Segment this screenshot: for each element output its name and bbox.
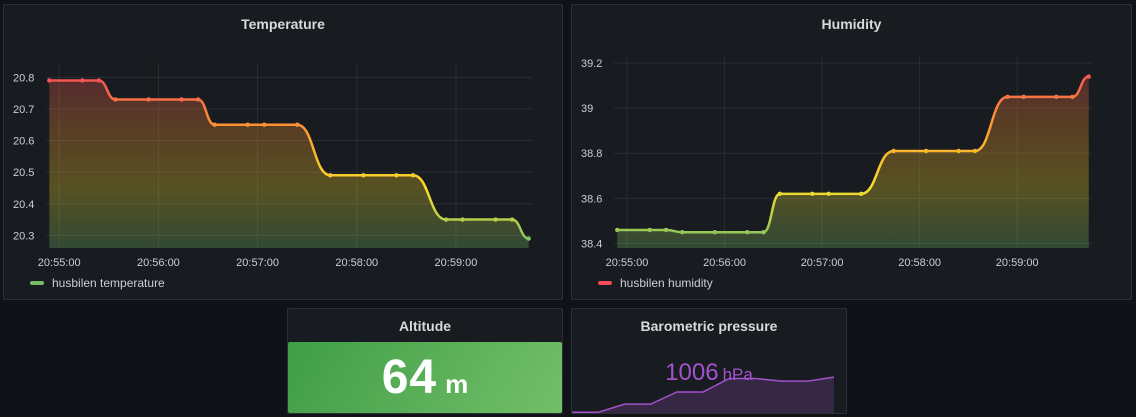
series-line[interactable] — [49, 79, 530, 240]
legend-swatch — [598, 281, 612, 285]
pressure-value: 1006 — [665, 359, 719, 386]
data-point[interactable] — [146, 97, 151, 102]
y-tick-label: 20.3 — [13, 230, 34, 242]
data-point[interactable] — [810, 191, 815, 197]
data-point[interactable] — [212, 122, 217, 127]
x-tick-label: 20:57:00 — [236, 257, 279, 269]
data-point[interactable] — [972, 148, 978, 154]
sparkline-line — [572, 376, 835, 413]
data-point[interactable] — [195, 97, 201, 102]
data-point[interactable] — [1054, 94, 1059, 100]
data-point[interactable] — [80, 78, 85, 83]
temperature-chart[interactable]: 20.3 20.4 20.5 20.6 20.7 20.8 20:55:00 20:56:00… — [4, 5, 563, 300]
data-point[interactable] — [712, 230, 718, 235]
data-point[interactable] — [245, 122, 250, 127]
data-point[interactable] — [361, 173, 366, 178]
altitude-stat: 64 m — [288, 342, 562, 413]
data-point[interactable] — [777, 191, 783, 197]
legend-swatch — [30, 281, 44, 285]
data-point[interactable] — [394, 173, 399, 178]
x-tick-label: 20:59:00 — [996, 257, 1039, 269]
y-tick-label: 39.2 — [581, 58, 602, 70]
x-tick-label: 20:58:00 — [335, 257, 378, 269]
data-point[interactable] — [956, 148, 961, 154]
x-tick-label: 20:56:00 — [703, 257, 746, 269]
data-point[interactable] — [1070, 94, 1075, 100]
legend-label: husbilen humidity — [620, 276, 713, 290]
y-tick-label: 38.4 — [581, 238, 602, 250]
data-point[interactable] — [47, 78, 52, 83]
data-point[interactable] — [493, 217, 498, 222]
x-tick-label: 20:57:00 — [801, 257, 844, 269]
legend-item[interactable]: husbilen temperature — [30, 276, 165, 290]
x-tick-label: 20:56:00 — [137, 257, 180, 269]
panel-title[interactable]: Humidity — [821, 16, 882, 32]
y-tick-label: 39 — [581, 103, 593, 115]
humidity-chart[interactable]: 38.4 38.6 38.8 39 39.2 20:55:00 20:56:00 20:57:… — [572, 5, 1132, 300]
legend-label: husbilen temperature — [52, 276, 165, 290]
y-tick-label: 20.6 — [13, 136, 34, 148]
pressure-sparkline — [572, 376, 835, 413]
x-tick-label: 20:59:00 — [435, 257, 478, 269]
data-point[interactable] — [328, 173, 333, 178]
data-point[interactable] — [1005, 94, 1010, 100]
altitude-unit: m — [445, 369, 469, 399]
data-point[interactable] — [663, 227, 669, 233]
panel-title[interactable]: Altitude — [398, 318, 452, 334]
data-point[interactable] — [647, 227, 652, 233]
y-tick-label: 20.5 — [13, 167, 34, 179]
data-point[interactable] — [680, 230, 685, 235]
pressure-panel: Barometric pressure 1006 hPa — [571, 308, 847, 414]
y-tick-label: 20.4 — [13, 199, 34, 211]
data-point[interactable] — [761, 230, 766, 235]
data-point[interactable] — [262, 122, 267, 127]
data-point[interactable] — [1021, 94, 1026, 100]
data-point[interactable] — [295, 122, 300, 127]
panel-title[interactable]: Temperature — [241, 16, 325, 32]
y-tick-label: 38.6 — [581, 193, 602, 205]
data-point[interactable] — [410, 173, 416, 178]
pressure-unit: hPa — [722, 365, 753, 384]
humidity-panel: Humidity 38.4 38.6 38.8 39 39.2 20:55:00 20:56… — [571, 4, 1132, 300]
data-point[interactable] — [96, 78, 102, 83]
temperature-panel: Temperature 20.3 20.4 20.5 20.6 20.7 20.8 20:5… — [3, 4, 563, 300]
legend-item[interactable]: husbilen humidity — [598, 276, 713, 290]
x-tick-label: 20:55:00 — [38, 257, 81, 269]
data-point[interactable] — [526, 236, 531, 241]
data-point[interactable] — [443, 217, 449, 222]
series-area — [617, 76, 1089, 248]
data-point[interactable] — [826, 191, 831, 197]
series-line[interactable] — [617, 75, 1090, 234]
altitude-panel: Altitude 64 m — [287, 308, 563, 414]
data-point[interactable] — [858, 191, 864, 197]
data-point[interactable] — [113, 97, 118, 102]
data-point[interactable] — [891, 148, 896, 154]
data-point[interactable] — [509, 217, 515, 222]
y-tick-label: 20.8 — [13, 72, 34, 84]
x-tick-label: 20:55:00 — [606, 257, 649, 269]
y-tick-label: 20.7 — [13, 104, 34, 116]
altitude-value: 64 — [381, 351, 438, 404]
data-point[interactable] — [923, 148, 929, 154]
data-point[interactable] — [745, 230, 750, 235]
data-point[interactable] — [615, 227, 620, 233]
sparkline-area — [572, 377, 834, 413]
y-tick-label: 38.8 — [581, 148, 602, 160]
data-point[interactable] — [179, 97, 184, 102]
pressure-stat: 1006 hPa — [572, 359, 846, 387]
data-point[interactable] — [1086, 74, 1091, 79]
series-area — [49, 80, 529, 248]
panel-title[interactable]: Barometric pressure — [640, 318, 778, 334]
x-tick-label: 20:58:00 — [898, 257, 941, 269]
data-point[interactable] — [460, 217, 465, 222]
